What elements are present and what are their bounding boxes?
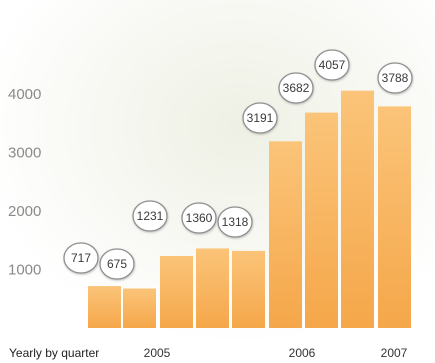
data-label: 3191 xyxy=(247,111,274,125)
y-tick-label: 2000 xyxy=(8,203,41,220)
y-tick-label: 1000 xyxy=(8,262,41,279)
y-tick-label: 4000 xyxy=(8,86,41,103)
data-label: 675 xyxy=(107,257,127,271)
value-bubble-circle xyxy=(377,62,413,94)
bar xyxy=(305,112,338,328)
bar xyxy=(196,248,229,328)
value-bubble-circle xyxy=(314,49,350,81)
value-bubble: 1360 xyxy=(181,202,217,234)
data-label: 3682 xyxy=(283,81,310,95)
bar xyxy=(123,288,156,328)
data-label: 1318 xyxy=(222,215,249,229)
value-bubbles: 717 675 1231 1360 1318 3191 3682 4057 3788 xyxy=(63,49,413,280)
data-label: 3788 xyxy=(382,71,409,85)
bar xyxy=(378,106,411,328)
value-bubble: 1318 xyxy=(217,206,253,238)
value-bubble: 3682 xyxy=(278,72,314,104)
value-bubble-circle xyxy=(132,200,168,232)
bars xyxy=(88,90,411,328)
value-bubble: 4057 xyxy=(314,49,350,81)
data-label: 1360 xyxy=(186,211,213,225)
bar xyxy=(269,141,302,328)
value-bubble: 3191 xyxy=(242,102,278,134)
bar xyxy=(160,255,193,328)
y-tick-label: 3000 xyxy=(8,145,41,162)
value-bubble-circle xyxy=(99,248,135,280)
bar xyxy=(341,90,374,328)
x-tick-label: 2005 xyxy=(144,346,171,360)
value-bubble: 3788 xyxy=(377,62,413,94)
x-axis-caption: Yearly by quarter xyxy=(9,346,99,360)
value-bubble: 717 xyxy=(63,242,99,274)
data-label: 4057 xyxy=(319,58,346,72)
value-bubble: 675 xyxy=(99,248,135,280)
data-label: 717 xyxy=(71,251,91,265)
bar xyxy=(232,250,265,328)
value-bubble-circle xyxy=(63,242,99,274)
value-bubble-circle xyxy=(217,206,253,238)
x-tick-label: 2007 xyxy=(381,346,408,360)
x-axis-year-labels: 2005 2006 2007 xyxy=(144,346,408,360)
value-bubble-circle xyxy=(181,202,217,234)
x-tick-label: 2006 xyxy=(289,346,316,360)
value-bubble-circle xyxy=(278,72,314,104)
y-axis-ticks: 1000 2000 3000 4000 xyxy=(8,86,41,279)
value-bubble-circle xyxy=(242,102,278,134)
bar xyxy=(88,286,121,328)
data-label: 1231 xyxy=(137,209,164,223)
value-bubble: 1231 xyxy=(132,200,168,232)
